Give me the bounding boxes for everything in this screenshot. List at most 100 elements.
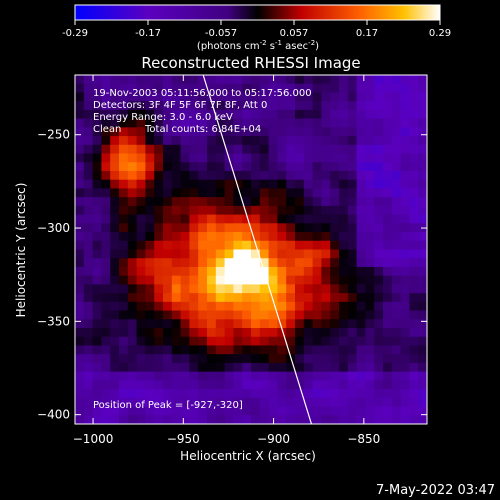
heatmap-cell [303, 319, 314, 329]
heatmap-cell [180, 371, 190, 381]
heatmap-cell [163, 240, 173, 251]
heatmap-cell [163, 406, 173, 416]
heatmap-cell [154, 188, 164, 198]
heatmap-cell [101, 214, 111, 224]
heatmap-cell [110, 354, 120, 364]
heatmap-cell [233, 319, 243, 329]
heatmap-cell [154, 275, 164, 285]
heatmap-cell [127, 179, 138, 190]
heatmap-cell [383, 75, 393, 85]
heatmap-cell [347, 205, 358, 216]
heatmap-cell [101, 258, 111, 268]
heatmap-cell [242, 275, 252, 285]
heatmap-cell [92, 188, 102, 198]
heatmap-cell [286, 275, 296, 285]
heatmap-cell [277, 179, 287, 190]
heatmap-cell [233, 328, 243, 338]
heatmap-cell [268, 284, 278, 294]
annotation-peak: Position of Peak = [-927,-320] [93, 400, 243, 411]
heatmap-cell [295, 301, 305, 312]
heatmap-cell [251, 310, 261, 320]
heatmap-cell [356, 109, 366, 120]
heatmap-cell [101, 109, 111, 120]
heatmap-cell [312, 162, 322, 172]
heatmap-cell [119, 293, 129, 303]
heatmap-cell [295, 328, 305, 338]
heatmap-cell [224, 162, 234, 172]
heatmap-cell [409, 214, 419, 224]
heatmap-cell [127, 415, 138, 424]
heatmap-cell [277, 310, 287, 320]
heatmap-cell [145, 83, 155, 94]
heatmap-cell [189, 310, 199, 320]
heatmap-cell [242, 301, 252, 312]
heatmap-cell [198, 336, 208, 347]
heatmap-cell [119, 319, 129, 329]
heatmap-cell [242, 319, 252, 329]
heatmap-cell [224, 214, 234, 224]
heatmap-cell [207, 75, 217, 85]
heatmap-cell [83, 109, 94, 120]
heatmap-cell [171, 83, 182, 94]
heatmap-cell [242, 397, 252, 408]
heatmap-cell [356, 380, 366, 390]
heatmap-cell [347, 232, 358, 242]
heatmap-cell [339, 162, 349, 172]
heatmap-cell [356, 136, 366, 146]
heatmap-cell [286, 362, 296, 373]
heatmap-cell [92, 380, 102, 390]
heatmap-cell [251, 258, 261, 268]
heatmap-cell [303, 345, 314, 355]
heatmap-cell [312, 328, 322, 338]
heatmap-cell [127, 345, 138, 355]
heatmap-cell [347, 109, 358, 120]
heatmap-cell [268, 389, 278, 399]
heatmap-cell [312, 397, 322, 408]
heatmap-cell [286, 144, 296, 155]
heatmap-cell [154, 240, 164, 251]
heatmap-cell [233, 179, 243, 190]
heatmap-cell [383, 170, 393, 181]
heatmap-cell [171, 127, 182, 137]
heatmap-cell [330, 109, 340, 120]
heatmap-cell [75, 284, 85, 294]
heatmap-cell [127, 293, 138, 303]
heatmap-cell [180, 397, 190, 408]
heatmap-cell [163, 362, 173, 373]
heatmap-cell [163, 345, 173, 355]
heatmap-cell [365, 406, 375, 416]
heatmap-cell [154, 258, 164, 268]
heatmap-cell [286, 92, 296, 102]
heatmap-cell [277, 223, 287, 233]
heatmap-cell [75, 197, 85, 207]
heatmap-cell [242, 240, 252, 251]
heatmap-cell [127, 301, 138, 312]
heatmap-cell [92, 258, 102, 268]
heatmap-cell [198, 293, 208, 303]
heatmap-cell [383, 162, 393, 172]
heatmap-cell [312, 249, 322, 259]
heatmap-cell [409, 397, 419, 408]
heatmap-cell [145, 415, 155, 424]
heatmap-cell [365, 197, 375, 207]
heatmap-cell [171, 266, 182, 277]
heatmap-cell [163, 266, 173, 277]
heatmap-cell [189, 162, 199, 172]
heatmap-cell [330, 170, 340, 181]
heatmap-cell [242, 153, 252, 163]
heatmap-cell [400, 162, 410, 172]
heatmap-cell [110, 136, 120, 146]
heatmap-cell [339, 397, 349, 408]
heatmap-cell [207, 136, 217, 146]
heatmap-cell [163, 258, 173, 268]
heatmap-cell [391, 371, 402, 381]
annotation-clean: Clean [93, 124, 121, 135]
heatmap-cell [233, 336, 243, 347]
heatmap-cell [101, 136, 111, 146]
heatmap-cell [374, 223, 384, 233]
heatmap-cell [295, 371, 305, 381]
heatmap-cell [303, 127, 314, 137]
heatmap-cell [180, 214, 190, 224]
heatmap-cell [233, 153, 243, 163]
heatmap-cell [92, 345, 102, 355]
